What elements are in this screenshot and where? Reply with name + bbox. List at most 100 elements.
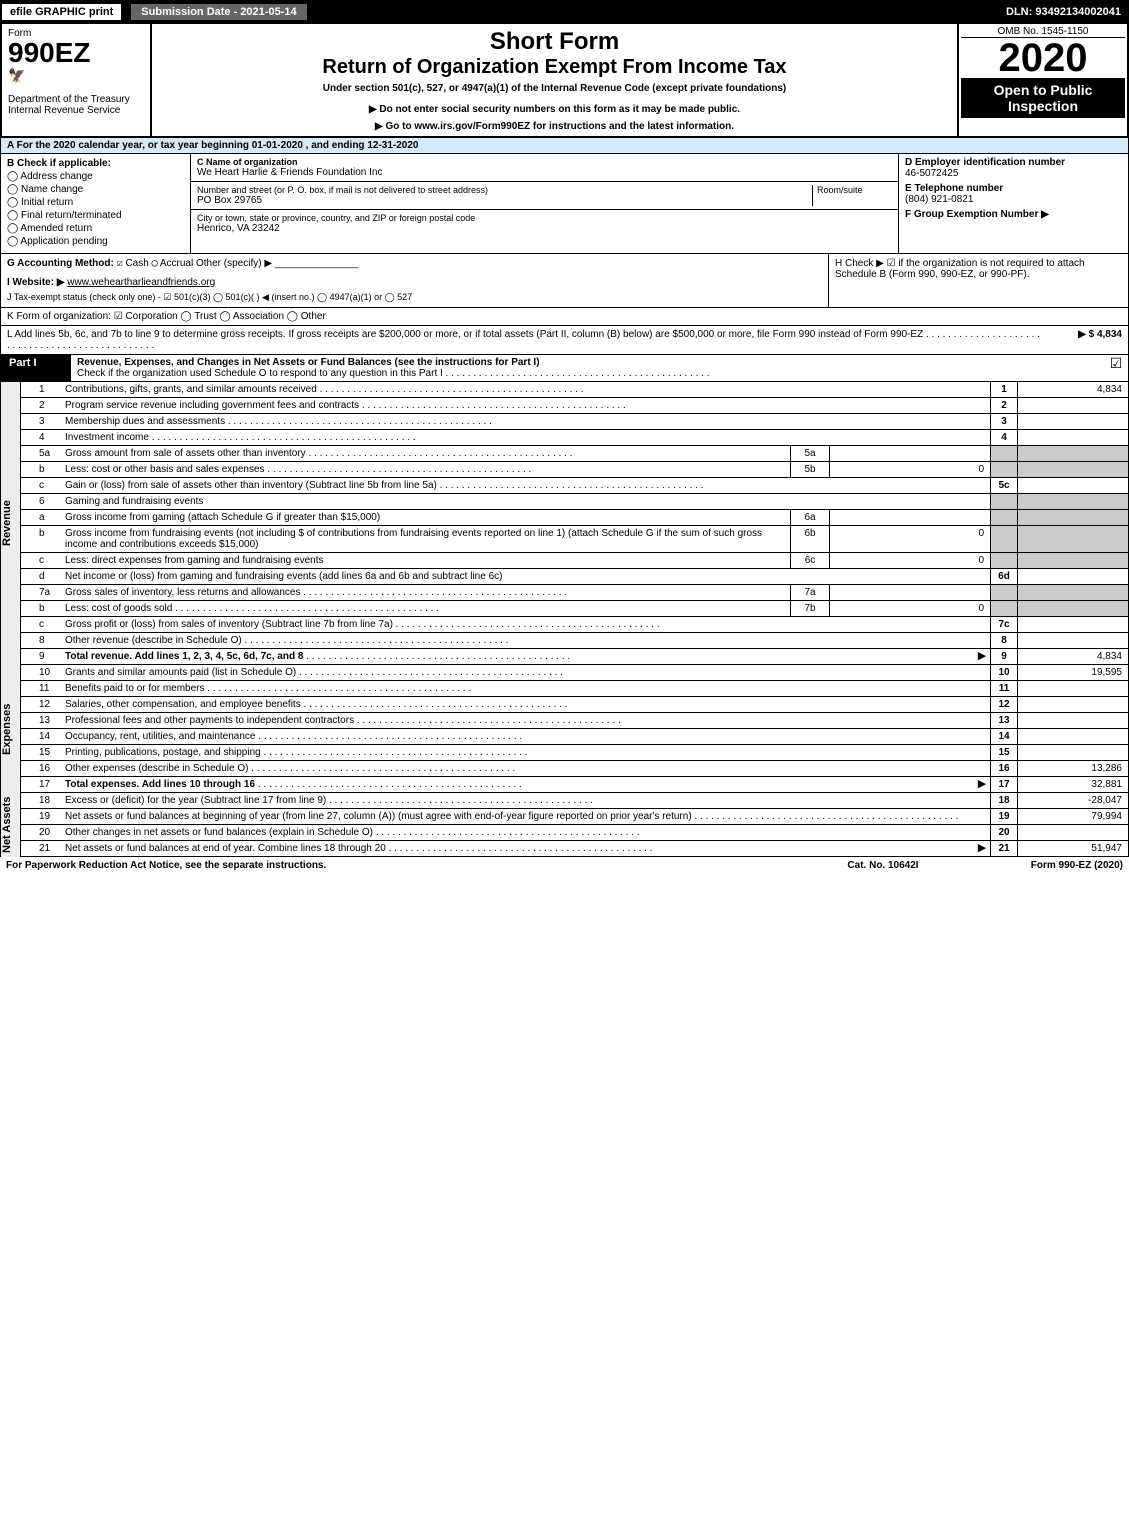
line-5b-num: b	[21, 462, 61, 477]
arrow-icon: ▶	[974, 841, 990, 856]
line-12-ref: 12	[990, 697, 1018, 712]
ein-value: 46-5072425	[905, 168, 1122, 179]
website-link[interactable]: www.weheartharlieandfriends.org	[67, 277, 215, 288]
line-11-desc: Benefits paid to or for members	[65, 683, 205, 694]
line-13-val	[1018, 713, 1128, 728]
line-4-desc: Investment income	[65, 432, 149, 443]
line-7b-num: b	[21, 601, 61, 616]
line-15-desc: Printing, publications, postage, and shi…	[65, 747, 261, 758]
g-other-label: Other (specify) ▶	[196, 258, 272, 269]
section-def: D Employer identification number 46-5072…	[898, 154, 1128, 253]
footer-mid: Cat. No. 10642I	[803, 860, 963, 871]
line-6-desc: Gaming and fundraising events	[65, 496, 203, 507]
line-7c-val	[1018, 617, 1128, 632]
revenue-sidelabel: Revenue	[0, 382, 20, 665]
line-21-num: 21	[21, 841, 61, 856]
revenue-section: Revenue 1Contributions, gifts, grants, a…	[0, 382, 1129, 665]
line-21-val: 51,947	[1018, 841, 1128, 856]
org-address: PO Box 29765	[197, 195, 812, 206]
line-5a-shade	[990, 446, 1018, 461]
line-7a-subval	[830, 585, 990, 600]
line-7a-shadeval	[1018, 585, 1128, 600]
line-5c-ref: 5c	[990, 478, 1018, 493]
line-7b-shadeval	[1018, 601, 1128, 616]
line-6b-desc: Gross income from fundraising events (no…	[65, 528, 762, 550]
b-opt-final-return[interactable]: ◯ Final return/terminated	[7, 210, 184, 221]
b-opt-amended-return[interactable]: ◯ Amended return	[7, 223, 184, 234]
line-11-val	[1018, 681, 1128, 696]
line-18-val: -28,047	[1018, 793, 1128, 808]
line-17-val: 32,881	[1018, 777, 1128, 792]
line-6-num: 6	[21, 494, 61, 509]
line-13-num: 13	[21, 713, 61, 728]
line-6a-num: a	[21, 510, 61, 525]
line-6c-desc: Less: direct expenses from gaming and fu…	[65, 555, 323, 566]
section-c: C Name of organization We Heart Harlie &…	[191, 154, 898, 253]
line-4-num: 4	[21, 430, 61, 445]
tax-year: 2020	[961, 38, 1125, 78]
line-6c-shade	[990, 553, 1018, 568]
line-15-ref: 15	[990, 745, 1018, 760]
line-6a-shadeval	[1018, 510, 1128, 525]
i-label: I Website: ▶	[7, 277, 65, 288]
l-text: L Add lines 5b, 6c, and 7b to line 9 to …	[7, 329, 923, 340]
c-city-label: City or town, state or province, country…	[197, 213, 892, 223]
tel-value: (804) 921-0821	[905, 194, 1122, 205]
line-6d-num: d	[21, 569, 61, 584]
b-opt-initial-return[interactable]: ◯ Initial return	[7, 197, 184, 208]
line-16-ref: 16	[990, 761, 1018, 776]
line-5a-num: 5a	[21, 446, 61, 461]
line-6d-ref: 6d	[990, 569, 1018, 584]
line-4-ref: 4	[990, 430, 1018, 445]
header-sub1: Under section 501(c), 527, or 4947(a)(1)…	[158, 83, 951, 94]
line-14-desc: Occupancy, rent, utilities, and maintena…	[65, 731, 255, 742]
line-7c-ref: 7c	[990, 617, 1018, 632]
line-15-num: 15	[21, 745, 61, 760]
efile-print-button[interactable]: efile GRAPHIC print	[0, 2, 123, 22]
line-1-val: 4,834	[1018, 382, 1128, 397]
expenses-sidelabel: Expenses	[0, 665, 20, 793]
line-12-desc: Salaries, other compensation, and employ…	[65, 699, 301, 710]
part1-checkmark[interactable]: ☑	[1104, 355, 1128, 381]
g-label: G Accounting Method:	[7, 258, 114, 269]
line-6b-shadeval	[1018, 526, 1128, 552]
b-opt-name-change[interactable]: ◯ Name change	[7, 184, 184, 195]
open-public-label: Open to Public Inspection	[961, 78, 1125, 118]
line-1-num: 1	[21, 382, 61, 397]
line-2-num: 2	[21, 398, 61, 413]
section-h: H Check ▶ ☑ if the organization is not r…	[828, 254, 1128, 307]
line-20-val	[1018, 825, 1128, 840]
room-suite-label: Room/suite	[812, 185, 892, 206]
header-left: Form 990EZ 🦅 Department of the Treasury …	[2, 24, 152, 136]
form-number: 990EZ	[8, 39, 144, 67]
line-6a-subval	[830, 510, 990, 525]
g-cash-checkbox[interactable]: ☑	[117, 258, 123, 269]
h-text: H Check ▶ ☑ if the organization is not r…	[835, 258, 1122, 280]
line-21-desc: Net assets or fund balances at end of ye…	[65, 843, 386, 854]
b-opt-application-pending[interactable]: ◯ Application pending	[7, 236, 184, 247]
line-2-desc: Program service revenue including govern…	[65, 400, 359, 411]
b-opt-address-change[interactable]: ◯ Address change	[7, 171, 184, 182]
line-6c-subref: 6c	[790, 553, 830, 568]
line-10-num: 10	[21, 665, 61, 680]
line-9-ref: 9	[990, 649, 1018, 664]
top-bar: efile GRAPHIC print Submission Date - 20…	[0, 0, 1129, 24]
line-6c-shadeval	[1018, 553, 1128, 568]
part1-header: Part I Revenue, Expenses, and Changes in…	[0, 355, 1129, 382]
line-6d-val	[1018, 569, 1128, 584]
line-a: A For the 2020 calendar year, or tax yea…	[0, 138, 1129, 154]
line-3-ref: 3	[990, 414, 1018, 429]
footer-right: Form 990-EZ (2020)	[963, 860, 1123, 871]
part1-label: Part I	[1, 355, 71, 381]
tel-label: E Telephone number	[905, 183, 1122, 194]
g-accrual-checkbox[interactable]: ◯	[152, 258, 158, 269]
expenses-section: Expenses 10Grants and similar amounts pa…	[0, 665, 1129, 793]
section-b: B Check if applicable: ◯ Address change …	[1, 154, 191, 253]
info-block: B Check if applicable: ◯ Address change …	[0, 154, 1129, 254]
line-10-val: 19,595	[1018, 665, 1128, 680]
submission-date-button[interactable]: Submission Date - 2021-05-14	[129, 2, 308, 22]
line-16-desc: Other expenses (describe in Schedule O)	[65, 763, 248, 774]
line-6a-desc: Gross income from gaming (attach Schedul…	[65, 512, 380, 523]
line-5b-shadeval	[1018, 462, 1128, 477]
c-addr-label: Number and street (or P. O. box, if mail…	[197, 185, 812, 195]
